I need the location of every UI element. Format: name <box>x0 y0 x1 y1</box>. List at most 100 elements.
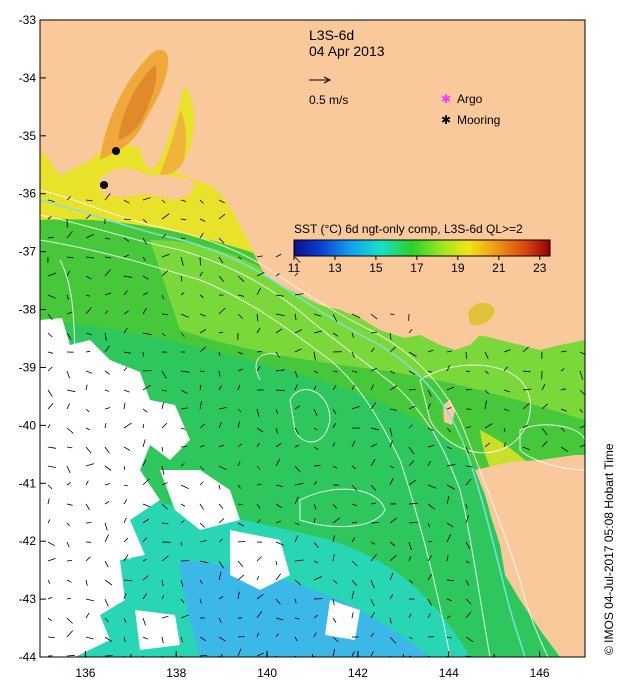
current-vector <box>294 313 297 321</box>
current-vector <box>142 237 148 245</box>
current-vector <box>47 558 56 562</box>
current-vector <box>389 477 394 486</box>
current-vector <box>199 401 202 410</box>
current-vector <box>446 350 452 353</box>
current-vector <box>484 442 491 448</box>
current-vector <box>408 446 415 455</box>
current-vector <box>199 294 204 299</box>
current-vector <box>123 254 129 258</box>
legend-mooring: ✱ Mooring <box>441 113 500 127</box>
current-vector <box>47 498 50 505</box>
current-vector <box>332 370 338 373</box>
current-vector <box>180 218 187 221</box>
x-axis: 136 138 140 142 144 146 <box>39 651 586 680</box>
colorbar-tick-label: 11 <box>288 261 301 275</box>
current-vector <box>123 351 131 354</box>
current-vector <box>465 370 471 373</box>
current-vector <box>484 389 489 395</box>
current-vector <box>85 579 88 586</box>
current-vector <box>237 461 241 467</box>
current-vector <box>389 346 396 353</box>
current-vector <box>389 617 392 624</box>
current-vector <box>503 408 510 412</box>
current-vector <box>256 272 265 277</box>
current-vector <box>256 366 261 372</box>
current-vector <box>332 598 335 606</box>
current-vector <box>180 237 186 240</box>
current-vector <box>256 327 261 334</box>
current-vector <box>199 346 206 353</box>
current-vector <box>465 514 470 524</box>
gulf-spencer-inner <box>118 65 157 140</box>
current-vector <box>275 408 279 414</box>
current-vector <box>237 408 242 413</box>
current-vector <box>427 427 433 431</box>
current-vector <box>104 579 113 586</box>
current-vector <box>370 347 375 353</box>
current-vector <box>142 423 145 429</box>
current-vector <box>142 537 148 543</box>
current-vector <box>294 427 299 435</box>
current-vector <box>446 446 452 450</box>
current-vector <box>142 384 151 391</box>
current-vector <box>66 332 72 340</box>
current-vector <box>123 389 130 393</box>
current-vector <box>313 370 319 374</box>
current-vector <box>427 389 432 397</box>
x-tick-label: 136 <box>75 666 95 680</box>
current-vector <box>408 329 413 334</box>
current-vector <box>47 313 53 320</box>
current-vector <box>180 636 184 643</box>
current-vector <box>332 535 335 543</box>
current-vector <box>142 408 148 413</box>
current-vector <box>161 422 168 429</box>
current-vector <box>275 294 284 297</box>
current-vector <box>66 270 71 277</box>
current-vector <box>294 617 300 620</box>
current-vector <box>446 555 449 562</box>
current-vector <box>47 465 56 468</box>
colorbar-tick-label: 15 <box>369 261 383 275</box>
current-vector <box>389 370 395 374</box>
current-vector <box>465 351 467 360</box>
current-vector <box>66 256 74 259</box>
current-vector <box>47 294 56 299</box>
current-vector <box>104 500 110 505</box>
current-vector <box>85 275 92 280</box>
current-vector <box>180 503 186 507</box>
current-vector <box>85 384 88 391</box>
current-vector <box>85 408 90 413</box>
current-vector <box>161 199 166 204</box>
current-vector <box>123 310 129 315</box>
current-vector <box>313 385 317 391</box>
current-vector <box>161 234 167 239</box>
current-vector <box>85 598 94 602</box>
current-vector <box>66 231 73 239</box>
current-vector <box>313 632 317 638</box>
current-vector <box>123 327 128 334</box>
current-vector <box>313 446 319 450</box>
current-vector <box>104 636 113 642</box>
current-vector <box>427 349 434 353</box>
current-vector <box>104 534 109 543</box>
current-vector <box>180 370 190 373</box>
current-vector <box>85 503 90 511</box>
current-vector <box>275 560 278 566</box>
current-vector <box>408 351 417 357</box>
current-vector <box>66 465 71 474</box>
current-vector <box>503 349 511 353</box>
current-vector <box>408 388 416 391</box>
current-vector <box>294 329 303 334</box>
current-vector <box>66 294 69 300</box>
current-vector <box>237 313 243 319</box>
current-vector <box>85 332 93 336</box>
current-vector <box>579 370 584 380</box>
current-vector <box>85 199 93 202</box>
current-vector <box>294 535 299 543</box>
current-vector <box>199 598 202 604</box>
current-vector <box>180 427 186 430</box>
current-vector <box>104 389 110 392</box>
port-phillip-bay <box>468 302 495 326</box>
current-vector <box>427 460 431 467</box>
current-vector <box>389 332 392 340</box>
